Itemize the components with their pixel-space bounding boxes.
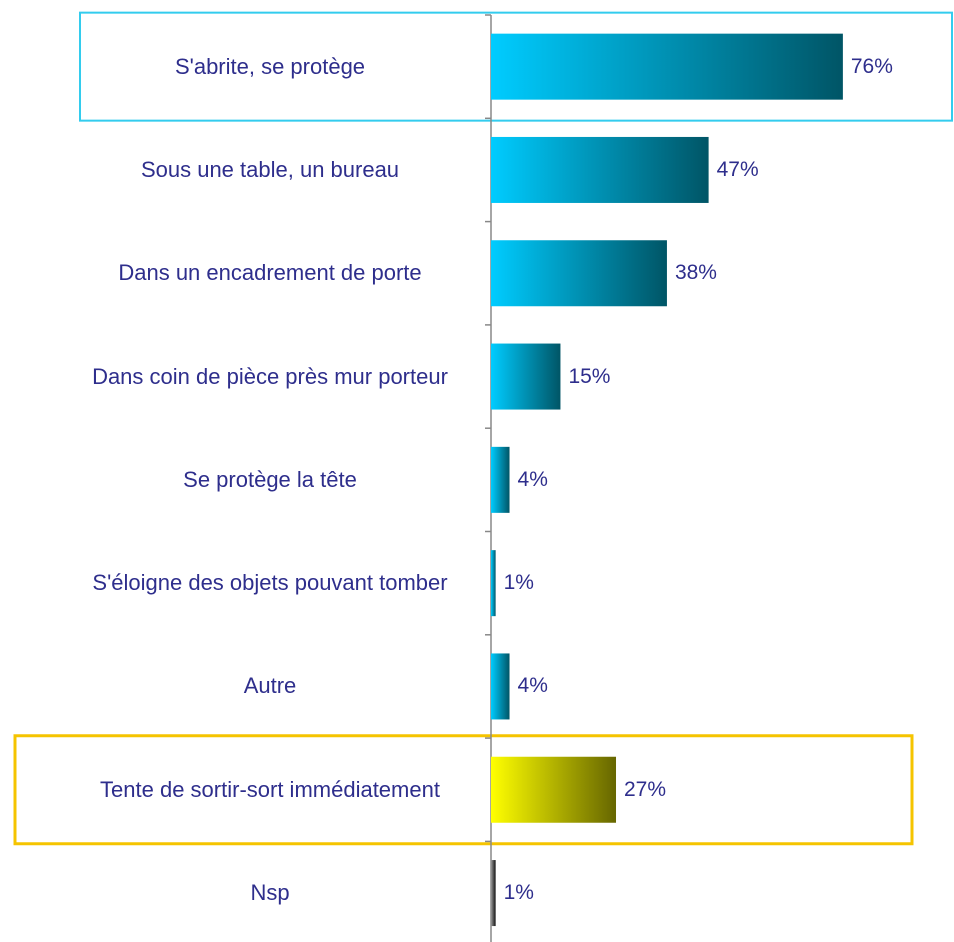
value-label: 1%: [503, 881, 534, 905]
bar: [491, 756, 617, 823]
category-label: Sous une table, un bureau: [70, 155, 470, 185]
value-label: 38%: [674, 261, 717, 285]
category-label: S'abrite, se protège: [70, 52, 470, 82]
highlight-box: [79, 11, 953, 122]
category-text: Se protège la tête: [183, 466, 357, 492]
bar: [491, 136, 709, 203]
category-text: Dans coin de pièce près mur porteur: [92, 363, 448, 389]
category-label: Autre: [70, 671, 470, 701]
category-text: Dans un encadrement de porte: [118, 260, 422, 286]
value-label: 27%: [624, 777, 667, 801]
category-label: Se protège la tête: [70, 465, 470, 495]
bar: [491, 550, 496, 617]
category-label: Dans coin de pièce près mur porteur: [70, 362, 470, 392]
bar: [491, 343, 561, 410]
value-label: 15%: [568, 364, 611, 388]
category-text: Sous une table, un bureau: [140, 156, 400, 182]
category-label: Dans un encadrement de porte: [70, 258, 470, 288]
bar: [491, 446, 510, 513]
value-label: 76%: [850, 54, 893, 78]
value-label: 4%: [517, 674, 548, 698]
bar: [491, 860, 496, 927]
highlight-box: [13, 734, 914, 846]
category-text: Nsp: [250, 880, 290, 906]
bar: [491, 240, 667, 307]
category-label: S'éloigne des objets pouvant tomber: [70, 568, 470, 598]
value-label: 1%: [503, 571, 534, 595]
bar: [491, 653, 510, 720]
value-label: 4%: [517, 467, 548, 491]
bar: [491, 33, 843, 100]
category-text: Tente de sortir-sort immédiatement: [100, 776, 440, 802]
category-text: S'abrite, se protège: [174, 53, 366, 79]
category-label: Nsp: [70, 878, 470, 908]
category-text: Autre: [243, 673, 297, 699]
category-label: Tente de sortir-sort immédiatement: [70, 775, 470, 805]
category-text: S'éloigne des objets pouvant tomber: [92, 570, 448, 596]
value-label: 47%: [716, 157, 759, 181]
